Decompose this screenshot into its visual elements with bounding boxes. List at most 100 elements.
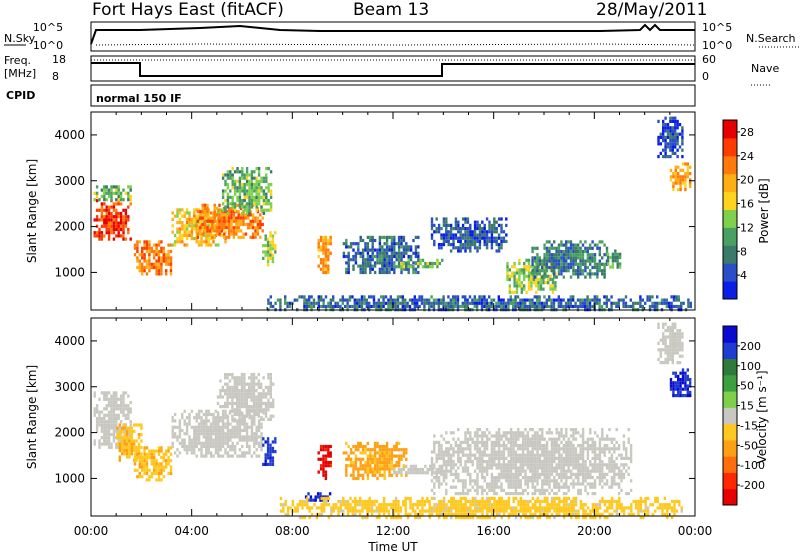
velocity-cell xyxy=(195,412,198,417)
velocity-cell xyxy=(250,428,254,433)
velocity-cell xyxy=(481,440,484,444)
power-cell xyxy=(171,243,174,247)
velocity-cell xyxy=(517,431,520,435)
power-cell xyxy=(469,230,472,234)
velocity-cell xyxy=(160,478,163,482)
velocity-cell xyxy=(110,420,113,424)
power-cell xyxy=(674,132,677,136)
power-cell xyxy=(95,218,99,222)
power-cell xyxy=(560,253,563,257)
power-cell xyxy=(674,175,677,179)
power-cell xyxy=(127,205,130,209)
velocity-cell xyxy=(103,426,106,430)
power-cell xyxy=(260,195,263,199)
power-cell xyxy=(241,170,244,174)
power-cell xyxy=(110,198,113,202)
velocity-cell xyxy=(509,453,513,457)
power-cell xyxy=(507,298,510,302)
power-cell xyxy=(237,216,240,220)
velocity-cell xyxy=(118,429,121,433)
power-cell xyxy=(553,240,556,244)
power-cell xyxy=(521,298,524,302)
power-cell xyxy=(359,235,362,239)
power-cell xyxy=(105,211,108,216)
velocity-cell xyxy=(105,397,108,401)
velocity-cell xyxy=(252,395,256,399)
velocity-cell xyxy=(245,432,249,436)
nave-label: Nave xyxy=(751,62,779,75)
velocity-cell xyxy=(545,456,549,460)
power-cell xyxy=(684,184,687,188)
power-cell xyxy=(327,304,330,309)
velocity-cell xyxy=(393,448,396,452)
power-cell xyxy=(245,195,249,199)
velocity-cell xyxy=(165,462,168,466)
velocity-cell xyxy=(122,404,125,408)
velocity-cell xyxy=(383,476,386,481)
velocity-cell xyxy=(584,460,587,464)
velocity-cell xyxy=(128,429,131,433)
power-cell xyxy=(107,234,111,238)
velocity-cell xyxy=(536,456,539,460)
power-cell xyxy=(157,249,161,254)
velocity-cell xyxy=(155,471,158,476)
power-cell xyxy=(203,210,207,214)
velocity-cell xyxy=(436,467,439,472)
power-cell xyxy=(241,183,244,187)
velocity-cell xyxy=(598,440,602,444)
velocity-cell xyxy=(541,492,544,496)
velocity-cell xyxy=(243,417,246,421)
noise-panel-frame xyxy=(90,21,696,52)
velocity-cell xyxy=(381,451,384,455)
velocity-cell xyxy=(205,412,208,417)
power-cell xyxy=(488,236,491,240)
velocity-cell xyxy=(155,465,158,469)
velocity-cell xyxy=(483,434,486,438)
velocity-cell xyxy=(393,471,396,475)
power-cell xyxy=(148,259,151,263)
power-cell xyxy=(279,304,282,309)
power-cell xyxy=(598,269,601,273)
velocity-cell xyxy=(128,436,131,440)
power-cell xyxy=(165,256,168,260)
velocity-cell xyxy=(385,451,389,455)
power-cell xyxy=(557,253,561,257)
power-cell xyxy=(428,304,431,309)
power-cell xyxy=(238,202,242,206)
velocity-cell xyxy=(464,482,467,486)
power-cell xyxy=(404,298,407,302)
power-cell xyxy=(185,208,189,212)
velocity-cell xyxy=(466,440,470,444)
power-cell xyxy=(609,265,612,269)
power-cell xyxy=(674,135,677,139)
velocity-cell xyxy=(236,382,239,386)
velocity-cell xyxy=(148,478,151,482)
velocity-cell xyxy=(495,456,498,460)
power-cell xyxy=(269,189,273,193)
power-cell xyxy=(464,295,467,299)
velocity-cell xyxy=(509,463,513,467)
velocity-cell xyxy=(369,451,372,455)
power-cell xyxy=(255,189,258,193)
power-cell xyxy=(616,265,619,269)
velocity-cell xyxy=(169,452,173,456)
velocity-cell xyxy=(596,456,599,460)
power-cell xyxy=(181,224,184,228)
power-cell xyxy=(461,223,465,227)
power-cell xyxy=(115,185,118,189)
velocity-cell xyxy=(115,423,118,427)
velocity-cell xyxy=(376,470,379,474)
power-cell xyxy=(347,264,350,268)
velocity-cell xyxy=(507,482,510,486)
velocity-cell xyxy=(124,413,128,417)
velocity-cell xyxy=(352,460,355,465)
power-cell xyxy=(555,259,558,263)
velocity-cell xyxy=(553,479,556,483)
power-cell xyxy=(279,298,282,302)
power-cell xyxy=(155,246,158,250)
velocity-cell xyxy=(243,422,246,426)
velocity-cell xyxy=(577,453,580,457)
velocity-cell xyxy=(359,464,362,468)
power-cell xyxy=(199,229,202,233)
power-cell xyxy=(266,240,270,244)
